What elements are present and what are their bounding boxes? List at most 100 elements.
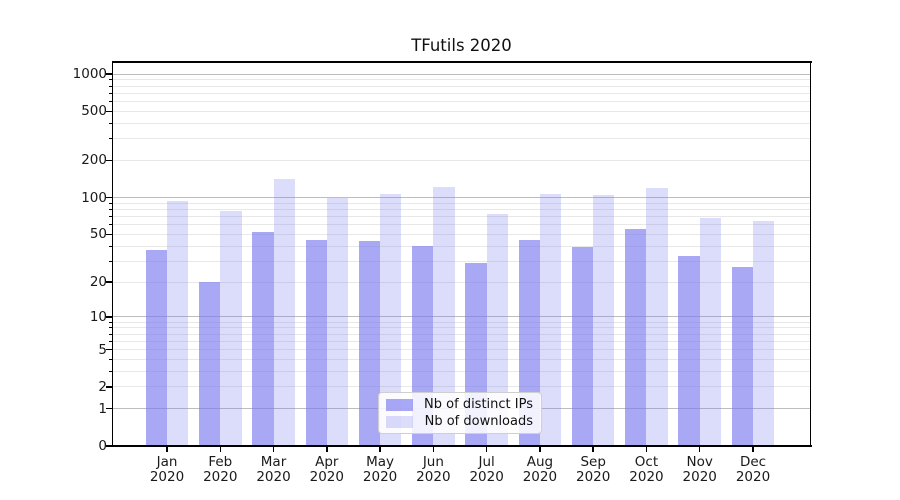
y-gridline-minor xyxy=(113,349,810,351)
y-minor-tick-mark xyxy=(109,349,112,351)
y-minor-tick-mark xyxy=(109,208,112,210)
x-tick-year: 2020 xyxy=(362,468,398,485)
x-tick-month: Aug xyxy=(526,453,554,470)
y-gridline-minor xyxy=(113,100,810,102)
x-tick-label: Feb 2020 xyxy=(185,453,255,485)
y-tick-mark xyxy=(106,73,112,75)
y-gridline-minor xyxy=(113,386,810,388)
x-tick-label: Aug 2020 xyxy=(505,453,575,485)
y-gridline-minor xyxy=(113,110,810,112)
y-minor-tick-mark xyxy=(109,281,112,283)
y-tick-label: 5 xyxy=(98,341,107,358)
x-tick-mark xyxy=(219,447,221,452)
y-tick-label: 200 xyxy=(81,152,107,169)
x-tick-month: Jun xyxy=(422,453,444,470)
y-tick-label: 100 xyxy=(81,189,107,206)
bar-distinct-ips xyxy=(358,241,381,446)
y-gridline-minor xyxy=(113,260,810,262)
x-tick-mark xyxy=(379,447,381,452)
y-gridline-minor xyxy=(113,245,810,247)
bar-downloads xyxy=(646,188,668,446)
y-minor-tick-mark xyxy=(109,233,112,235)
x-tick-mark xyxy=(166,447,168,452)
x-tick-month: Apr xyxy=(315,453,339,470)
x-tick-label: Nov 2020 xyxy=(665,453,735,485)
bar-distinct-ips xyxy=(305,239,327,446)
bar-downloads xyxy=(380,193,402,446)
y-gridline-minor xyxy=(113,208,810,210)
x-tick-label: Jul 2020 xyxy=(452,453,522,485)
x-tick-label: Dec 2020 xyxy=(718,453,788,485)
x-tick-label: Oct 2020 xyxy=(611,454,681,485)
bar-distinct-ips xyxy=(145,250,167,446)
x-tick-year: 2020 xyxy=(575,468,611,485)
y-gridline-minor xyxy=(113,159,810,161)
x-tick-year: 2020 xyxy=(682,468,717,485)
y-minor-tick-mark xyxy=(109,321,112,323)
y-gridline-minor xyxy=(113,92,810,94)
legend-label-distinct-ips: Nb of distinct IPs xyxy=(424,397,533,412)
bar-downloads xyxy=(539,194,562,446)
y-tick-label: 1 xyxy=(98,400,107,417)
y-minor-tick-mark xyxy=(109,358,112,360)
y-tick-label: 500 xyxy=(81,103,107,120)
x-tick-label: Jan 2020 xyxy=(132,453,202,485)
y-gridline-major xyxy=(113,73,810,75)
legend-label-downloads: Nb of downloads xyxy=(424,414,533,429)
x-tick-label: Apr 2020 xyxy=(292,453,362,485)
bar-distinct-ips xyxy=(571,247,594,446)
y-tick-label: 0 xyxy=(98,438,107,454)
y-minor-tick-mark xyxy=(109,370,112,372)
spine-top xyxy=(111,61,812,63)
y-gridline-minor xyxy=(113,321,810,323)
bar-distinct-ips xyxy=(198,282,221,446)
y-tick-mark xyxy=(106,196,112,199)
y-tick-mark xyxy=(106,445,112,447)
y-minor-tick-mark xyxy=(109,122,112,124)
y-minor-tick-mark xyxy=(109,327,112,329)
x-tick-mark xyxy=(752,447,754,452)
x-tick-month: Nov xyxy=(686,453,713,470)
y-minor-tick-mark xyxy=(109,215,112,217)
x-tick-label: Sep 2020 xyxy=(558,454,628,485)
y-tick-label: 50 xyxy=(89,226,107,243)
y-gridline-minor xyxy=(113,333,810,335)
y-minor-tick-mark xyxy=(109,260,112,262)
y-minor-tick-mark xyxy=(109,110,112,112)
x-tick-month: Jan xyxy=(156,453,178,470)
bar-distinct-ips xyxy=(678,256,700,446)
y-minor-tick-mark xyxy=(109,386,112,388)
legend-item-downloads: Nb of downloads xyxy=(386,414,533,429)
y-minor-tick-mark xyxy=(109,333,112,335)
y-gridline-minor xyxy=(113,122,810,124)
bar-distinct-ips xyxy=(625,229,647,446)
y-tick-label: 2 xyxy=(98,378,107,395)
y-minor-tick-mark xyxy=(109,340,112,342)
x-tick-month: Dec xyxy=(739,453,767,470)
x-tick-year: 2020 xyxy=(522,468,558,485)
x-tick-year: 2020 xyxy=(629,468,664,485)
x-tick-month: Feb xyxy=(208,453,233,470)
y-gridline-minor xyxy=(113,79,810,81)
legend-swatch-distinct-ips xyxy=(386,398,413,411)
y-minor-tick-mark xyxy=(109,245,112,247)
x-tick-month: Mar xyxy=(260,453,287,470)
x-tick-mark xyxy=(592,447,594,452)
bar-downloads xyxy=(699,218,722,446)
x-tick-month: May xyxy=(366,453,395,470)
x-tick-year: 2020 xyxy=(256,468,291,485)
spine-right xyxy=(809,61,812,447)
y-gridline-minor xyxy=(113,202,810,204)
y-gridline-minor xyxy=(113,358,810,360)
bar-downloads xyxy=(220,210,242,446)
x-tick-month: Jul xyxy=(478,453,495,470)
y-minor-tick-mark xyxy=(109,92,112,94)
y-gridline-minor xyxy=(113,85,810,87)
spine-bottom xyxy=(111,445,812,447)
y-tick-mark xyxy=(106,316,112,318)
y-gridline-minor xyxy=(113,370,810,372)
x-tick-year: 2020 xyxy=(469,468,504,485)
bar-downloads xyxy=(273,179,295,446)
x-tick-year: 2020 xyxy=(735,468,771,485)
